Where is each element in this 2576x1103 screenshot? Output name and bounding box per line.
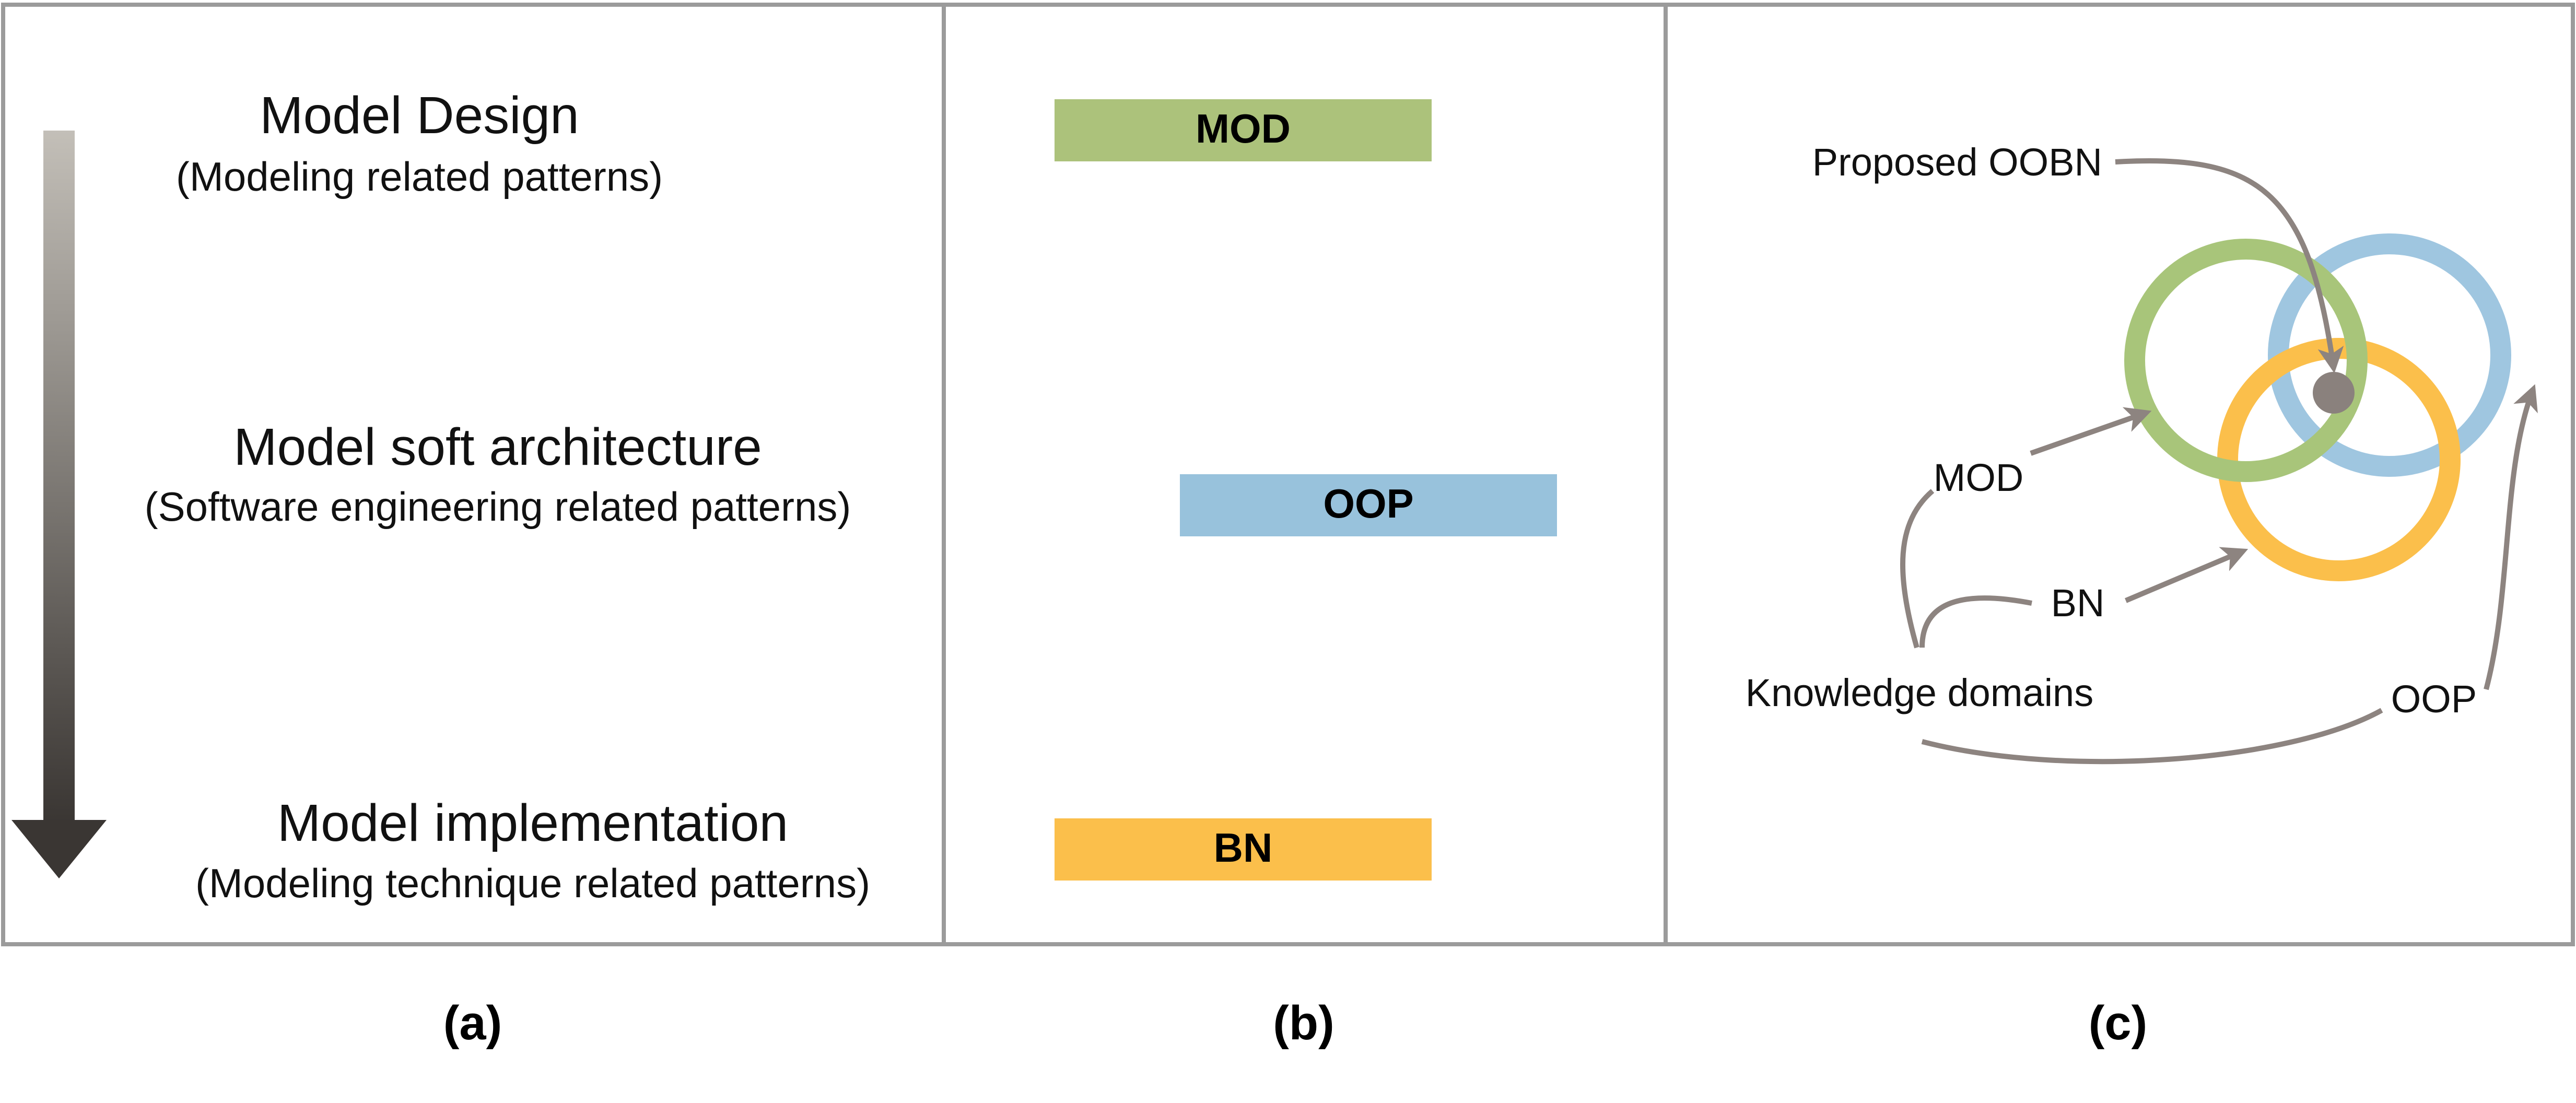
design-flow-arrowhead (11, 820, 107, 878)
arrow-knowledge-to-oop (1921, 708, 2383, 765)
caption-c: (c) (2089, 996, 2147, 1050)
level-subtitle-architecture: (Software engineering related patterns) (145, 484, 851, 530)
bar-oop (1180, 474, 1557, 536)
arrow-proposed-to-dot (2115, 158, 2344, 373)
arrow-knowledge-to-mod (1900, 489, 1935, 649)
domain-label-mod: MOD (1934, 456, 2024, 499)
knowledge-domains-label: Knowledge domains (1746, 671, 2093, 714)
bar-label-mod: MOD (1196, 105, 1291, 151)
panel-b: MOD OOP BN (1055, 99, 1557, 881)
panel-c: Proposed OOBN MOD BN Knowledge domains O… (1746, 140, 2538, 765)
domain-ring-mod (2124, 239, 2368, 482)
design-flow-arrow-shaft (43, 131, 75, 823)
arrow-oop-to-ring (2484, 384, 2538, 690)
figure-frame (1, 3, 2575, 946)
level-subtitle-implementation: (Modeling technique related patterns) (195, 860, 870, 906)
bar-label-bn: BN (1214, 825, 1273, 871)
intersection-dot (2313, 372, 2355, 414)
panel-a: Model Design (Modeling related patterns)… (11, 86, 870, 906)
bar-mod (1055, 99, 1432, 161)
caption-a: (a) (443, 996, 502, 1050)
proposed-oobn-label: Proposed OOBN (1812, 140, 2102, 184)
arrow-mod-to-ring (2030, 407, 2152, 456)
arrow-knowledge-to-bn-label (1919, 595, 2032, 648)
caption-b: (b) (1273, 996, 1334, 1050)
domain-label-oop: OOP (2391, 677, 2477, 721)
domain-label-bn: BN (2051, 581, 2105, 625)
bar-bn (1055, 818, 1432, 881)
level-title-design: Model Design (260, 86, 579, 145)
arrow-bn-to-ring (2125, 547, 2249, 603)
bar-label-oop: OOP (1323, 480, 1413, 526)
level-title-implementation: Model implementation (277, 794, 788, 852)
level-title-architecture: Model soft architecture (233, 418, 762, 476)
level-subtitle-design: (Modeling related patterns) (176, 154, 663, 200)
